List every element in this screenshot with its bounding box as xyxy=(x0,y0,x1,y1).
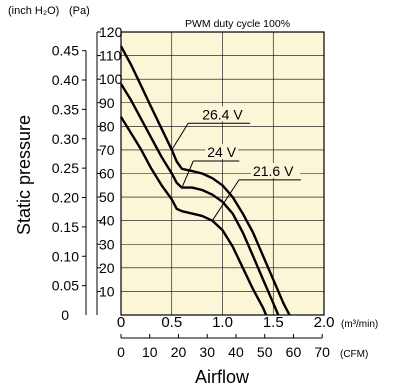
cfm-tick-label: 60 xyxy=(286,344,302,360)
bottom-airflow-axes: 0 0.5 1.0 1.5 2.0 0 10 20 30 40 50 60 70 xyxy=(117,314,335,360)
annotation-label: 21.6 V xyxy=(253,163,294,179)
pa-tick-label: 100 xyxy=(99,71,123,87)
pa-tick-label: 70 xyxy=(99,142,115,158)
y-axis-title: Static pressure xyxy=(14,115,34,235)
cfm-tick-label: 50 xyxy=(257,344,273,360)
cfm-tick-label: 30 xyxy=(199,344,215,360)
pa-tick-label: 20 xyxy=(99,260,115,276)
m3-tick-label: 1.5 xyxy=(263,314,284,331)
annotation-leader-line xyxy=(211,179,240,221)
pa-tick-label: 80 xyxy=(99,118,115,134)
pa-tick-label: 120 xyxy=(99,24,123,40)
series-curves xyxy=(119,45,291,316)
pa-unit-label: (Pa) xyxy=(69,5,90,17)
series-line-24v xyxy=(119,83,280,316)
cfm-tick-label: 40 xyxy=(228,344,244,360)
series-line-216v xyxy=(119,116,268,316)
inch-tick-label: 0.30 xyxy=(52,131,79,147)
annotation-leader-line xyxy=(171,122,189,151)
left-pressure-axes: 10 20 30 40 50 60 70 80 90 100 110 120 0.05 0.10 0.15 0… xyxy=(52,24,123,323)
cfm-tick-label: 70 xyxy=(314,344,330,360)
pa-tick-label: 90 xyxy=(99,95,115,111)
annotation-label-bg xyxy=(200,106,250,122)
pa-tick-label: 10 xyxy=(99,283,115,299)
inch-zero-label: 0 xyxy=(61,307,69,323)
pa-tick-label: 60 xyxy=(99,166,115,182)
pa-tick-label: 40 xyxy=(99,213,115,229)
cfm-tick-label: 10 xyxy=(142,344,158,360)
inch-tick-label: 0.40 xyxy=(52,72,79,88)
inch-tick-label: 0.45 xyxy=(52,43,79,59)
inch-tick-label: 0.05 xyxy=(52,278,79,294)
pa-tick-label: 50 xyxy=(99,189,115,205)
annotation-label: 24 V xyxy=(207,144,236,160)
annotation-label: 26.4 V xyxy=(202,106,243,122)
annotation-label-bg xyxy=(250,162,301,178)
plot-area-frame xyxy=(120,31,325,316)
inch-tick-label: 0.25 xyxy=(52,160,79,176)
pa-tick-label: 110 xyxy=(99,48,122,64)
annotation-leader-line xyxy=(181,160,194,188)
x-unit-m3-label: (m³/min) xyxy=(341,319,378,330)
x-axis-title: Airflow xyxy=(195,367,250,387)
pa-tick-label: 30 xyxy=(99,236,115,252)
x-unit-cfm-label: (CFM) xyxy=(340,349,368,360)
cfm-tick-label: 0 xyxy=(117,344,125,360)
chart-title: PWM duty cycle 100% xyxy=(185,18,290,30)
series-line-264v xyxy=(119,45,291,316)
cfm-tick-label: 20 xyxy=(171,344,187,360)
m3-tick-label: 0.5 xyxy=(161,314,182,331)
series-annotations: 26.4 V 24 V 21.6 V xyxy=(171,106,301,221)
annotation-label-bg xyxy=(205,143,239,159)
m3-tick-label: 1.0 xyxy=(212,314,233,331)
m3-tick-label: 2.0 xyxy=(314,314,335,331)
inch-tick-label: 0.20 xyxy=(52,190,79,206)
inch-h2o-unit-label: (inch H₂O) xyxy=(8,5,59,17)
inch-tick-label: 0.15 xyxy=(52,219,79,235)
inch-tick-label: 0.10 xyxy=(52,248,79,264)
m3-tick-label: 0 xyxy=(117,314,125,331)
inch-tick-label: 0.35 xyxy=(52,101,79,117)
